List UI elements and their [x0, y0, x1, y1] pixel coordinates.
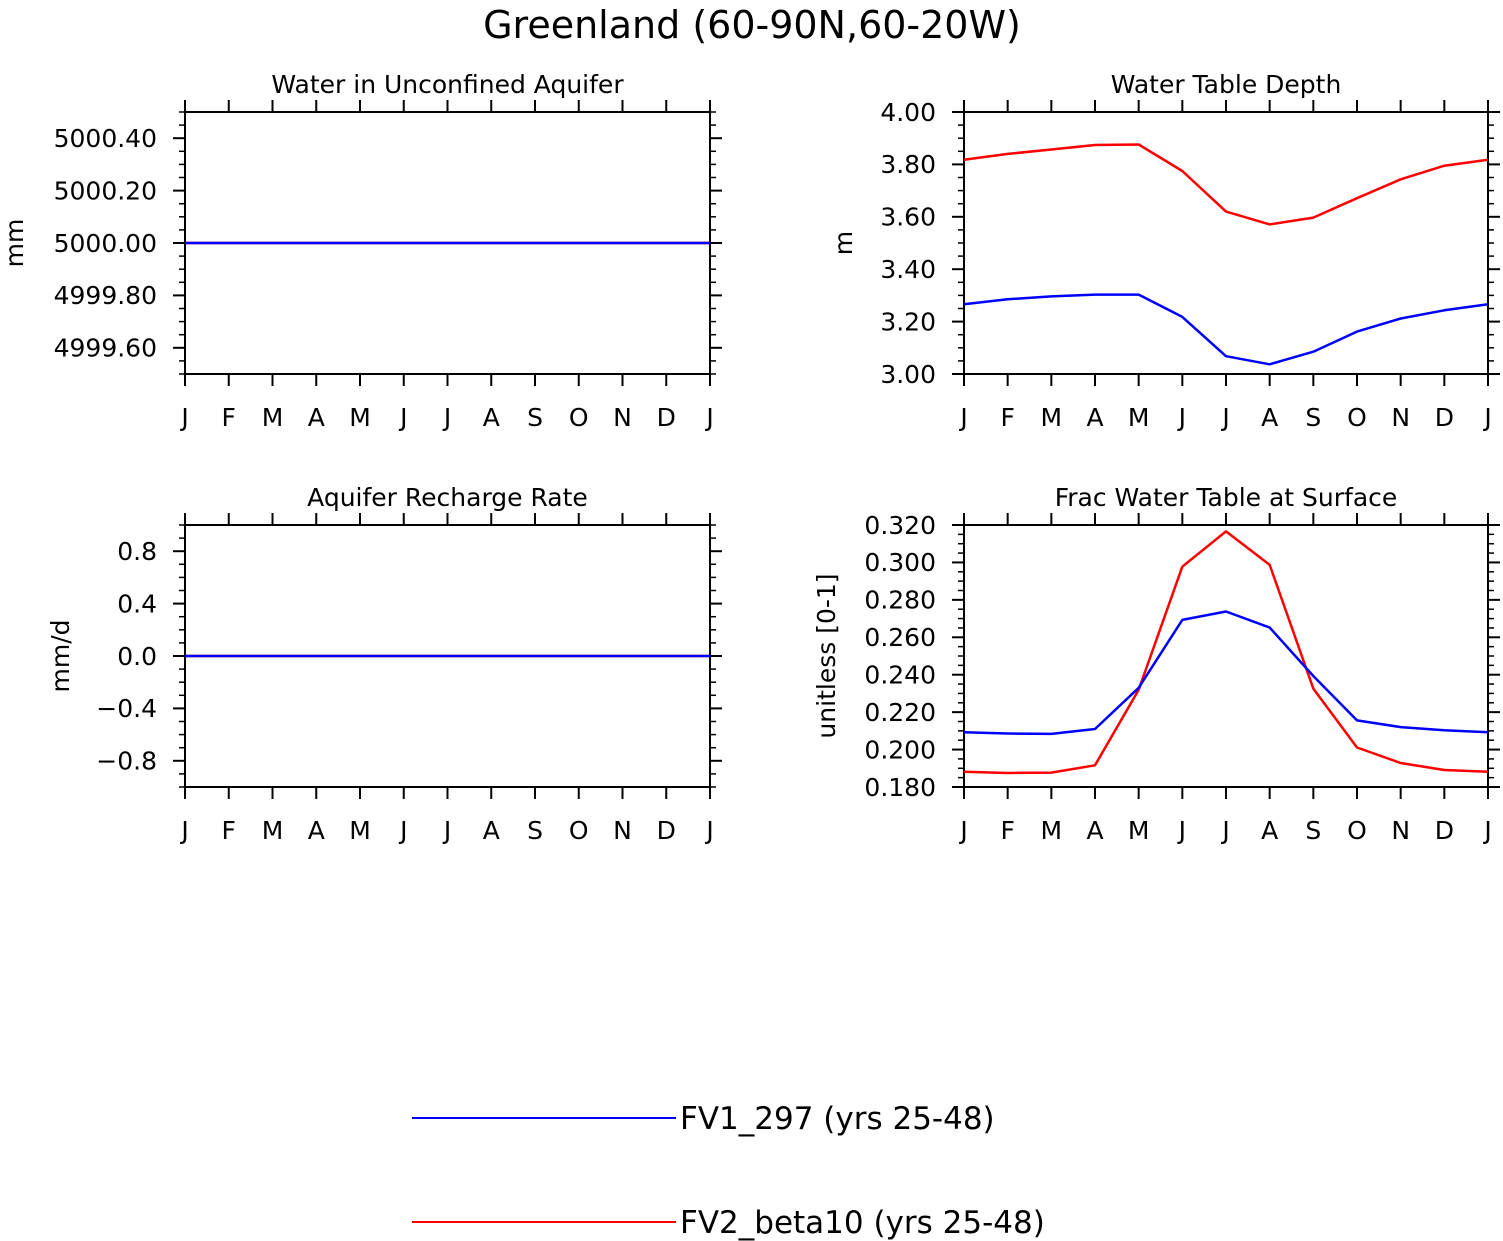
panel-frac-water-table-at-surface: Frac Water Table at Surface unitless [0-1…: [812, 483, 1500, 845]
x-tick-label: D: [1435, 403, 1454, 432]
panel-title: Aquifer Recharge Rate: [307, 483, 588, 512]
panel-title: Frac Water Table at Surface: [1055, 483, 1398, 512]
legend-label-series-1: FV1_297 (yrs 25-48): [680, 1101, 995, 1137]
panel-title: Water Table Depth: [1111, 70, 1342, 99]
x-tick-label: M: [349, 403, 371, 432]
y-tick-label: 5000.40: [54, 124, 157, 153]
y-axis-label: unitless [0-1]: [812, 573, 841, 738]
x-tick-label: A: [1261, 403, 1278, 432]
x-tick-label: J: [398, 816, 407, 845]
x-tick-label: A: [1261, 816, 1278, 845]
x-tick-label: S: [1305, 816, 1321, 845]
x-tick-label: S: [527, 403, 543, 432]
x-tick-label: S: [1305, 403, 1321, 432]
x-tick-label: A: [483, 816, 500, 845]
x-tick-label: D: [657, 403, 676, 432]
y-tick-label: 0.8: [117, 537, 157, 566]
x-tick-label: M: [1128, 403, 1150, 432]
series-line-fv1-297: [963, 610, 1489, 736]
x-tick-label: M: [1041, 816, 1063, 845]
x-tick-label: O: [1347, 816, 1367, 845]
y-tick-label: 0.180: [864, 773, 936, 802]
x-tick-label: J: [1177, 403, 1186, 432]
y-tick-label: 4999.60: [54, 334, 157, 363]
x-tick-label: A: [308, 816, 325, 845]
x-tick-label: J: [442, 403, 451, 432]
series-line-fv1-297: [963, 293, 1489, 366]
x-tick-label: N: [1391, 403, 1410, 432]
x-tick-label: F: [222, 403, 236, 432]
y-tick-label: 0.240: [864, 660, 936, 689]
x-tick-label: J: [1482, 403, 1491, 432]
x-tick-label: J: [179, 403, 188, 432]
x-tick-label: A: [1086, 816, 1103, 845]
y-tick-label: 0.280: [864, 586, 936, 615]
y-tick-label: 0.0: [117, 642, 157, 671]
plot-frame: [963, 524, 1489, 788]
x-tick-label: J: [704, 403, 713, 432]
y-tick-label: 3.40: [880, 255, 936, 284]
x-tick-label: O: [1347, 403, 1367, 432]
x-tick-label: J: [1220, 816, 1229, 845]
y-tick-label: 4999.80: [54, 281, 157, 310]
x-tick-label: J: [1482, 816, 1491, 845]
y-tick-label: 5000.00: [54, 229, 157, 258]
x-tick-label: N: [613, 816, 632, 845]
x-tick-label: N: [613, 403, 632, 432]
y-tick-label: 3.80: [880, 150, 936, 179]
y-tick-label: 0.220: [864, 698, 936, 727]
y-tick-label: 0.260: [864, 623, 936, 652]
y-axis-label: mm/d: [46, 620, 75, 693]
x-tick-label: O: [569, 403, 589, 432]
x-tick-label: D: [657, 816, 676, 845]
x-tick-label: A: [308, 403, 325, 432]
y-tick-label: −0.4: [96, 694, 157, 723]
y-tick-label: 3.20: [880, 307, 936, 336]
y-tick-label: 5000.20: [54, 176, 157, 205]
x-tick-label: O: [569, 816, 589, 845]
x-tick-label: D: [1435, 816, 1454, 845]
x-tick-label: J: [442, 816, 451, 845]
y-axis-label: m: [829, 231, 858, 255]
x-tick-label: A: [1086, 403, 1103, 432]
y-tick-label: 0.4: [117, 589, 157, 618]
panel-title: Water in Unconfined Aquifer: [271, 70, 624, 99]
legend-label-series-2: FV2_beta10 (yrs 25-48): [680, 1205, 1045, 1241]
x-tick-label: J: [958, 816, 967, 845]
y-tick-label: 3.00: [880, 360, 936, 389]
x-tick-label: J: [398, 403, 407, 432]
x-tick-label: J: [704, 816, 713, 845]
y-tick-label: 4.00: [880, 98, 936, 127]
x-tick-label: F: [1000, 816, 1014, 845]
x-tick-label: M: [1041, 403, 1063, 432]
y-tick-label: 3.60: [880, 203, 936, 232]
x-tick-label: M: [262, 403, 284, 432]
x-tick-label: A: [483, 403, 500, 432]
x-tick-label: N: [1391, 816, 1410, 845]
x-tick-label: J: [1177, 816, 1186, 845]
y-tick-label: −0.8: [96, 747, 157, 776]
x-tick-label: M: [1128, 816, 1150, 845]
plot-frame: [963, 111, 1489, 375]
series-line-fv2-beta10: [963, 143, 1489, 226]
x-tick-label: J: [179, 816, 188, 845]
y-tick-label: 0.320: [864, 511, 936, 540]
legend: FV1_297 (yrs 25-48) FV2_beta10 (yrs 25-4…: [412, 1101, 1045, 1241]
figure-title: Greenland (60-90N,60-20W): [483, 3, 1021, 47]
x-tick-label: M: [349, 816, 371, 845]
x-tick-label: S: [527, 816, 543, 845]
x-tick-label: F: [1000, 403, 1014, 432]
x-tick-label: J: [1220, 403, 1229, 432]
series-line-fv2-beta10: [963, 530, 1489, 775]
y-tick-label: 0.200: [864, 735, 936, 764]
y-axis-label: mm: [0, 219, 29, 268]
x-tick-label: J: [958, 403, 967, 432]
x-tick-label: M: [262, 816, 284, 845]
x-tick-label: F: [222, 816, 236, 845]
y-tick-label: 0.300: [864, 548, 936, 577]
